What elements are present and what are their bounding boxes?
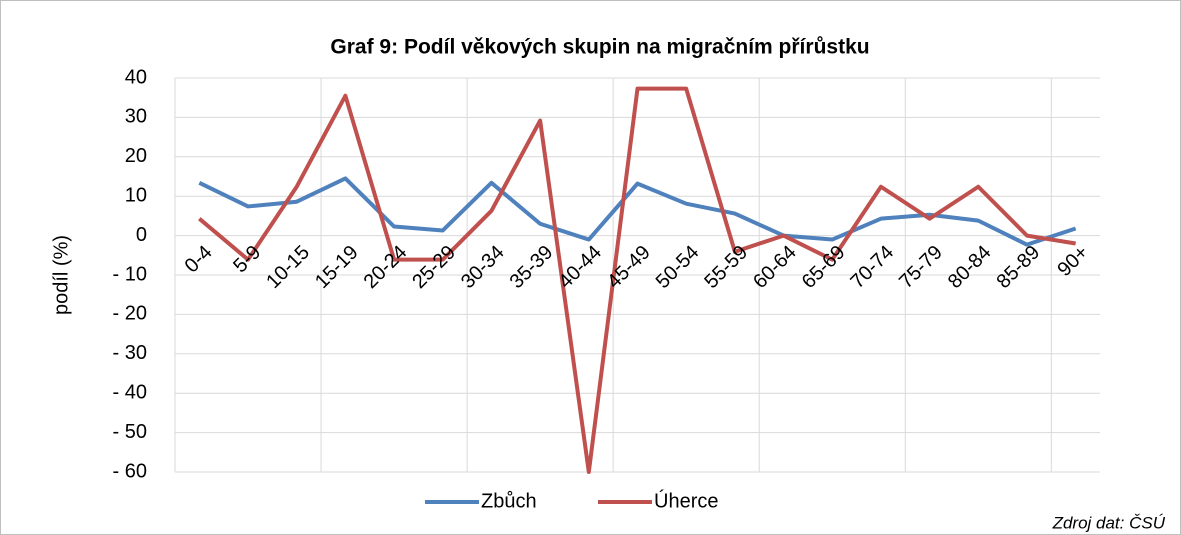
y-tick-label: 40 [125, 66, 147, 88]
source-note: Zdroj dat: ČSÚ [1052, 513, 1166, 532]
y-tick-label: - 60 [113, 460, 147, 482]
legend-label: Úherce [654, 489, 718, 512]
chart-title: Graf 9: Podíl věkových skupin na migračn… [330, 36, 869, 59]
y-tick-label: - 40 [113, 381, 147, 403]
series-line [198, 176, 1077, 247]
y-tick-label: - 10 [113, 263, 147, 285]
y-axis-label: podíl (%) [50, 235, 72, 315]
y-tick-label: 20 [125, 145, 147, 167]
y-tick-label: - 20 [113, 303, 147, 325]
y-tick-label: 0 [136, 224, 147, 246]
y-tick-label: - 30 [113, 342, 147, 364]
y-tick-label: - 50 [113, 421, 147, 443]
y-tick-label: 10 [125, 184, 147, 206]
legend-label: Zbůch [481, 490, 537, 512]
y-tick-label: 30 [125, 106, 147, 128]
series-line [198, 86, 1076, 474]
